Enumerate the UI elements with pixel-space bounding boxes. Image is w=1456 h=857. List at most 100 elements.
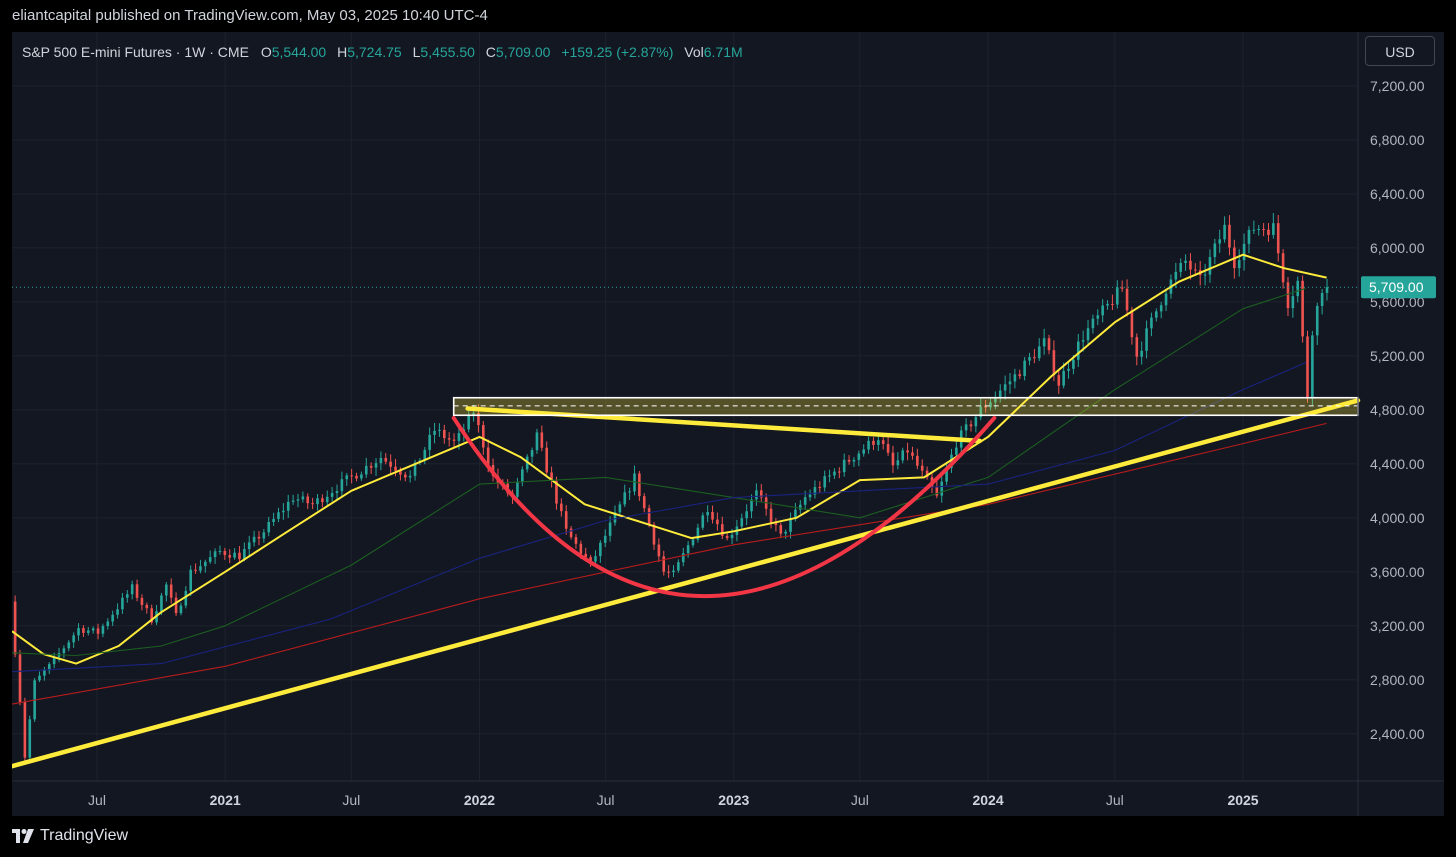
support-zone <box>452 396 1359 417</box>
candle-body <box>1140 350 1143 357</box>
candle-body <box>662 556 666 572</box>
candle-body <box>447 438 451 440</box>
candle-body <box>1262 228 1265 230</box>
candle-body <box>521 469 524 483</box>
candle-body <box>321 498 324 503</box>
candle-body <box>140 597 144 605</box>
price-chart[interactable]: 2,400.00 2,800.00 3,200.00 3,600.00 4,000.00… <box>12 32 1444 816</box>
candle-body <box>194 569 197 571</box>
candle-body <box>681 553 685 563</box>
candle-body <box>301 496 305 500</box>
candle-body <box>184 590 188 606</box>
candle-body <box>994 396 997 403</box>
candle-body <box>1320 292 1324 306</box>
candle-body <box>1296 280 1300 297</box>
candle-body <box>886 443 890 453</box>
close-value: 5,709.00 <box>495 44 551 60</box>
y-tick-label: 6,800.00 <box>1370 132 1425 148</box>
candle-body <box>1237 260 1241 269</box>
candle-body <box>135 584 139 598</box>
candle-body <box>842 459 846 473</box>
change-value: +159.25 (+2.87%) <box>561 44 674 60</box>
candle-body <box>950 454 953 469</box>
candle-body <box>1242 243 1246 261</box>
candle-body <box>218 550 222 552</box>
candle-body <box>720 524 724 536</box>
candle-body <box>1194 269 1197 271</box>
candle-body <box>686 545 690 554</box>
candle-body <box>535 432 539 451</box>
last-price-label: 5,709.00 <box>1369 279 1424 295</box>
candle-body <box>18 654 22 702</box>
candle-body <box>423 449 427 461</box>
x-tick-label: 2021 <box>210 792 241 808</box>
candle-body <box>204 561 207 567</box>
tradingview-brand[interactable]: TradingView <box>12 827 128 845</box>
candle-body <box>657 544 661 557</box>
candle-body <box>896 460 900 466</box>
candle-body <box>379 457 383 464</box>
candle-body <box>28 719 32 758</box>
candle-body <box>969 424 973 427</box>
candle-body <box>433 430 436 435</box>
candle-body <box>925 470 929 478</box>
candle-body <box>350 475 353 477</box>
candle-body <box>877 440 880 445</box>
y-tick-label: 7,200.00 <box>1370 78 1425 94</box>
candle-body <box>945 468 948 482</box>
candle-body <box>1228 224 1231 248</box>
candle-body <box>130 584 134 595</box>
y-tick-label: 4,000.00 <box>1370 510 1425 526</box>
candle-body <box>38 675 41 681</box>
candle-body <box>545 447 549 473</box>
candle-body <box>13 601 17 655</box>
candle-body <box>116 609 119 615</box>
brand-name: TradingView <box>40 827 129 844</box>
candle-body <box>1115 287 1119 305</box>
y-tick-label: 6,000.00 <box>1370 240 1425 256</box>
candle-body <box>638 473 641 497</box>
candle-body <box>862 449 866 454</box>
candle-body <box>452 439 456 441</box>
candle-body <box>345 475 349 480</box>
publisher-bar: eliantcapital published on TradingView.c… <box>0 0 1456 32</box>
candle-body <box>47 664 51 671</box>
candle-body <box>199 566 202 571</box>
candle-body <box>677 562 680 571</box>
chart-area[interactable]: 2,400.00 2,800.00 3,200.00 3,600.00 4,000.00… <box>12 32 1444 816</box>
candle-body <box>906 450 909 453</box>
last-price-tag <box>1361 276 1436 299</box>
candle-body <box>223 550 227 556</box>
candle-body <box>813 487 817 495</box>
candle-body <box>1072 359 1075 369</box>
candle-body <box>238 552 241 560</box>
candle-body <box>964 424 968 431</box>
candle-body <box>1013 374 1017 382</box>
candle-body <box>1028 357 1031 361</box>
candle-body <box>1223 224 1226 240</box>
high-value: 5,724.75 <box>347 44 402 60</box>
candle-body <box>1301 280 1304 337</box>
candle-body <box>642 496 646 509</box>
candle-body <box>701 515 705 528</box>
candle-body <box>82 628 85 633</box>
candle-body <box>989 402 992 408</box>
candle-body <box>696 527 700 540</box>
candle-body <box>1179 263 1182 272</box>
candle-body <box>1096 315 1100 319</box>
x-tick-label: 2025 <box>1227 792 1258 808</box>
currency-button[interactable]: USD <box>1365 36 1435 66</box>
candle-body <box>1076 341 1080 360</box>
x-tick-label: Jul <box>342 792 360 808</box>
candle-body <box>730 534 734 539</box>
candle-body <box>145 604 149 609</box>
candle-body <box>1135 337 1139 357</box>
candle-body <box>179 605 183 614</box>
candle-body <box>979 406 983 418</box>
candle-body <box>369 465 373 468</box>
candle-body <box>43 670 46 676</box>
candle-body <box>745 511 748 519</box>
x-tick-label: Jul <box>597 792 615 808</box>
candle-body <box>399 470 402 475</box>
candle-body <box>974 417 978 427</box>
